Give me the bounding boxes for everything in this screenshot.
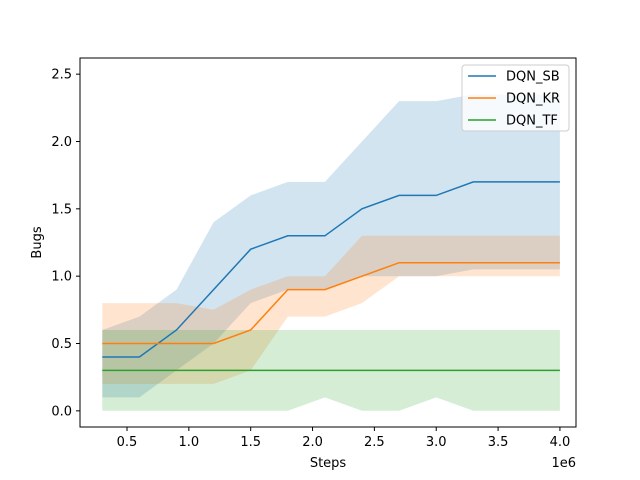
y-tick-label: 2.0 <box>51 135 72 150</box>
x-tick-label: 2.0 <box>302 435 323 450</box>
y-tick-label: 1.0 <box>51 270 72 285</box>
x-axis-offset-text: 1e6 <box>551 456 576 471</box>
x-tick-label: 3.0 <box>426 435 447 450</box>
x-tick-label: 3.5 <box>488 435 509 450</box>
x-axis-ticks: 0.5 1.0 1.5 2.0 2.5 3.0 3.5 4.0 <box>117 427 571 450</box>
legend-label: DQN_KR <box>506 92 560 107</box>
x-tick-label: 1.5 <box>240 435 261 450</box>
y-tick-label: 2.5 <box>51 68 72 83</box>
line-series-1 <box>102 261 560 345</box>
x-axis-label: Steps <box>310 456 347 471</box>
y-tick-label: 0.0 <box>51 404 72 419</box>
y-axis-ticks: 0.0 0.5 1.0 1.5 2.0 2.5 <box>51 68 80 419</box>
band-series-1 <box>102 235 560 384</box>
y-axis-label: Bugs <box>30 226 45 258</box>
legend-label: DQN_SB <box>506 70 560 85</box>
x-tick-label: 0.5 <box>117 435 138 450</box>
legend: DQN_SB DQN_KR DQN_TF <box>461 64 570 132</box>
series-lines <box>102 181 560 372</box>
x-tick-label: 1.0 <box>179 435 200 450</box>
x-tick-label: 2.5 <box>364 435 385 450</box>
plot-frame <box>79 57 577 428</box>
legend-label: DQN_TF <box>506 114 558 129</box>
confidence-bands <box>102 94 560 411</box>
x-tick-label: 4.0 <box>550 435 571 450</box>
legend-box <box>461 64 570 132</box>
y-tick-label: 0.5 <box>51 337 72 352</box>
band-series-0 <box>102 94 560 398</box>
line-series-0 <box>102 181 560 358</box>
y-tick-label: 1.5 <box>51 202 72 217</box>
